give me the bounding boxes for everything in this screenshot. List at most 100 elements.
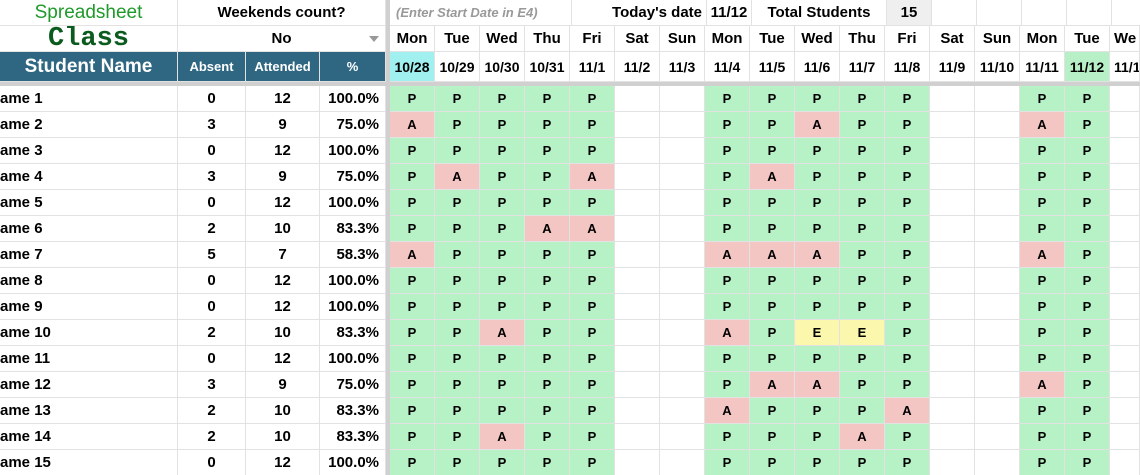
attendance-mark: P: [840, 268, 885, 294]
empty-cell: [660, 138, 705, 164]
attended-count: 7: [246, 242, 320, 268]
attendance-mark: P: [435, 450, 480, 475]
attendance-mark: P: [570, 346, 615, 372]
attendance-mark: P: [1020, 164, 1065, 190]
empty-cell: [1110, 372, 1140, 398]
attendance-mark: P: [750, 190, 795, 216]
empty-cell: [615, 216, 660, 242]
today-label: Today's date: [572, 0, 707, 26]
attendance-mark: P: [750, 424, 795, 450]
attendance-mark: P: [480, 450, 525, 475]
weekends-label: Weekends count?: [178, 0, 386, 26]
attendance-mark: P: [840, 398, 885, 424]
empty-cell: [660, 216, 705, 242]
attendance-mark: P: [570, 450, 615, 475]
attendance-mark: P: [1020, 346, 1065, 372]
attendance-percent: 83.3%: [320, 398, 386, 424]
empty-cell: [1110, 86, 1140, 112]
empty-cell: [615, 164, 660, 190]
date-header: 10/31: [525, 52, 570, 82]
attendance-mark: P: [885, 242, 930, 268]
empty-cell: [660, 164, 705, 190]
attendance-mark: A: [1020, 112, 1065, 138]
empty-cell: [1110, 450, 1140, 475]
empty-cell: [1110, 216, 1140, 242]
empty-cell: [932, 0, 977, 26]
attendance-mark: P: [1065, 294, 1110, 320]
attendance-mark: P: [525, 268, 570, 294]
empty-cell: [660, 112, 705, 138]
attendance-mark: P: [750, 320, 795, 346]
empty-cell: [1110, 398, 1140, 424]
empty-cell: [975, 320, 1020, 346]
attendance-mark: P: [525, 242, 570, 268]
attendance-mark: P: [480, 268, 525, 294]
empty-cell: [975, 398, 1020, 424]
attendance-mark: P: [435, 138, 480, 164]
column-header: Student Name: [0, 52, 178, 82]
attendance-mark: P: [840, 372, 885, 398]
attendance-mark: P: [1065, 424, 1110, 450]
empty-cell: [615, 424, 660, 450]
attendance-mark: P: [1065, 372, 1110, 398]
column-header: Absent: [178, 52, 246, 82]
student-name: ame 10: [0, 320, 178, 346]
day-name: Fri: [570, 26, 615, 52]
attendance-mark: P: [570, 86, 615, 112]
absent-count: 2: [178, 424, 246, 450]
attendance-mark: P: [795, 268, 840, 294]
empty-cell: [615, 294, 660, 320]
attendance-mark: P: [750, 216, 795, 242]
empty-cell: [660, 294, 705, 320]
day-name: Thu: [840, 26, 885, 52]
attendance-mark: P: [525, 398, 570, 424]
empty-cell: [930, 164, 975, 190]
attendance-mark: P: [480, 86, 525, 112]
attendance-mark: P: [1020, 190, 1065, 216]
student-name: ame 9: [0, 294, 178, 320]
attendance-mark: P: [390, 164, 435, 190]
empty-cell: [660, 424, 705, 450]
attendance-mark: P: [390, 138, 435, 164]
attendance-mark: P: [885, 320, 930, 346]
attendance-mark: A: [1020, 372, 1065, 398]
day-name: Wed: [795, 26, 840, 52]
attendance-mark: P: [705, 424, 750, 450]
attendance-mark: P: [795, 190, 840, 216]
attendance-mark: P: [570, 294, 615, 320]
student-name: ame 3: [0, 138, 178, 164]
empty-cell: [615, 138, 660, 164]
dropdown-arrow[interactable]: [369, 36, 379, 42]
date-header: 11/8: [885, 52, 930, 82]
empty-cell: [975, 164, 1020, 190]
attended-count: 12: [246, 450, 320, 475]
empty-cell: [930, 190, 975, 216]
attendance-mark: P: [885, 268, 930, 294]
attendance-mark: P: [525, 112, 570, 138]
empty-cell: [1110, 424, 1140, 450]
attendance-mark: P: [390, 346, 435, 372]
attendance-mark: P: [795, 86, 840, 112]
attendance-mark: A: [795, 112, 840, 138]
date-header: 10/28: [390, 52, 435, 82]
attendance-mark: P: [840, 216, 885, 242]
empty-cell: [975, 138, 1020, 164]
attendance-mark: P: [1065, 164, 1110, 190]
attendance-mark: E: [795, 320, 840, 346]
empty-cell: [975, 112, 1020, 138]
empty-cell: [930, 320, 975, 346]
total-value: 15: [887, 0, 932, 26]
attendance-percent: 100.0%: [320, 294, 386, 320]
dropdown-arrow-shape[interactable]: [369, 36, 379, 42]
empty-cell: [660, 86, 705, 112]
empty-cell: [930, 216, 975, 242]
attendance-mark: P: [705, 346, 750, 372]
attendance-mark: P: [705, 216, 750, 242]
attendance-mark: P: [705, 372, 750, 398]
empty-cell: [930, 346, 975, 372]
attendance-mark: P: [885, 164, 930, 190]
attendance-mark: P: [795, 398, 840, 424]
app-subtitle: Class: [0, 26, 178, 52]
weekends-dropdown[interactable]: No: [178, 26, 386, 52]
